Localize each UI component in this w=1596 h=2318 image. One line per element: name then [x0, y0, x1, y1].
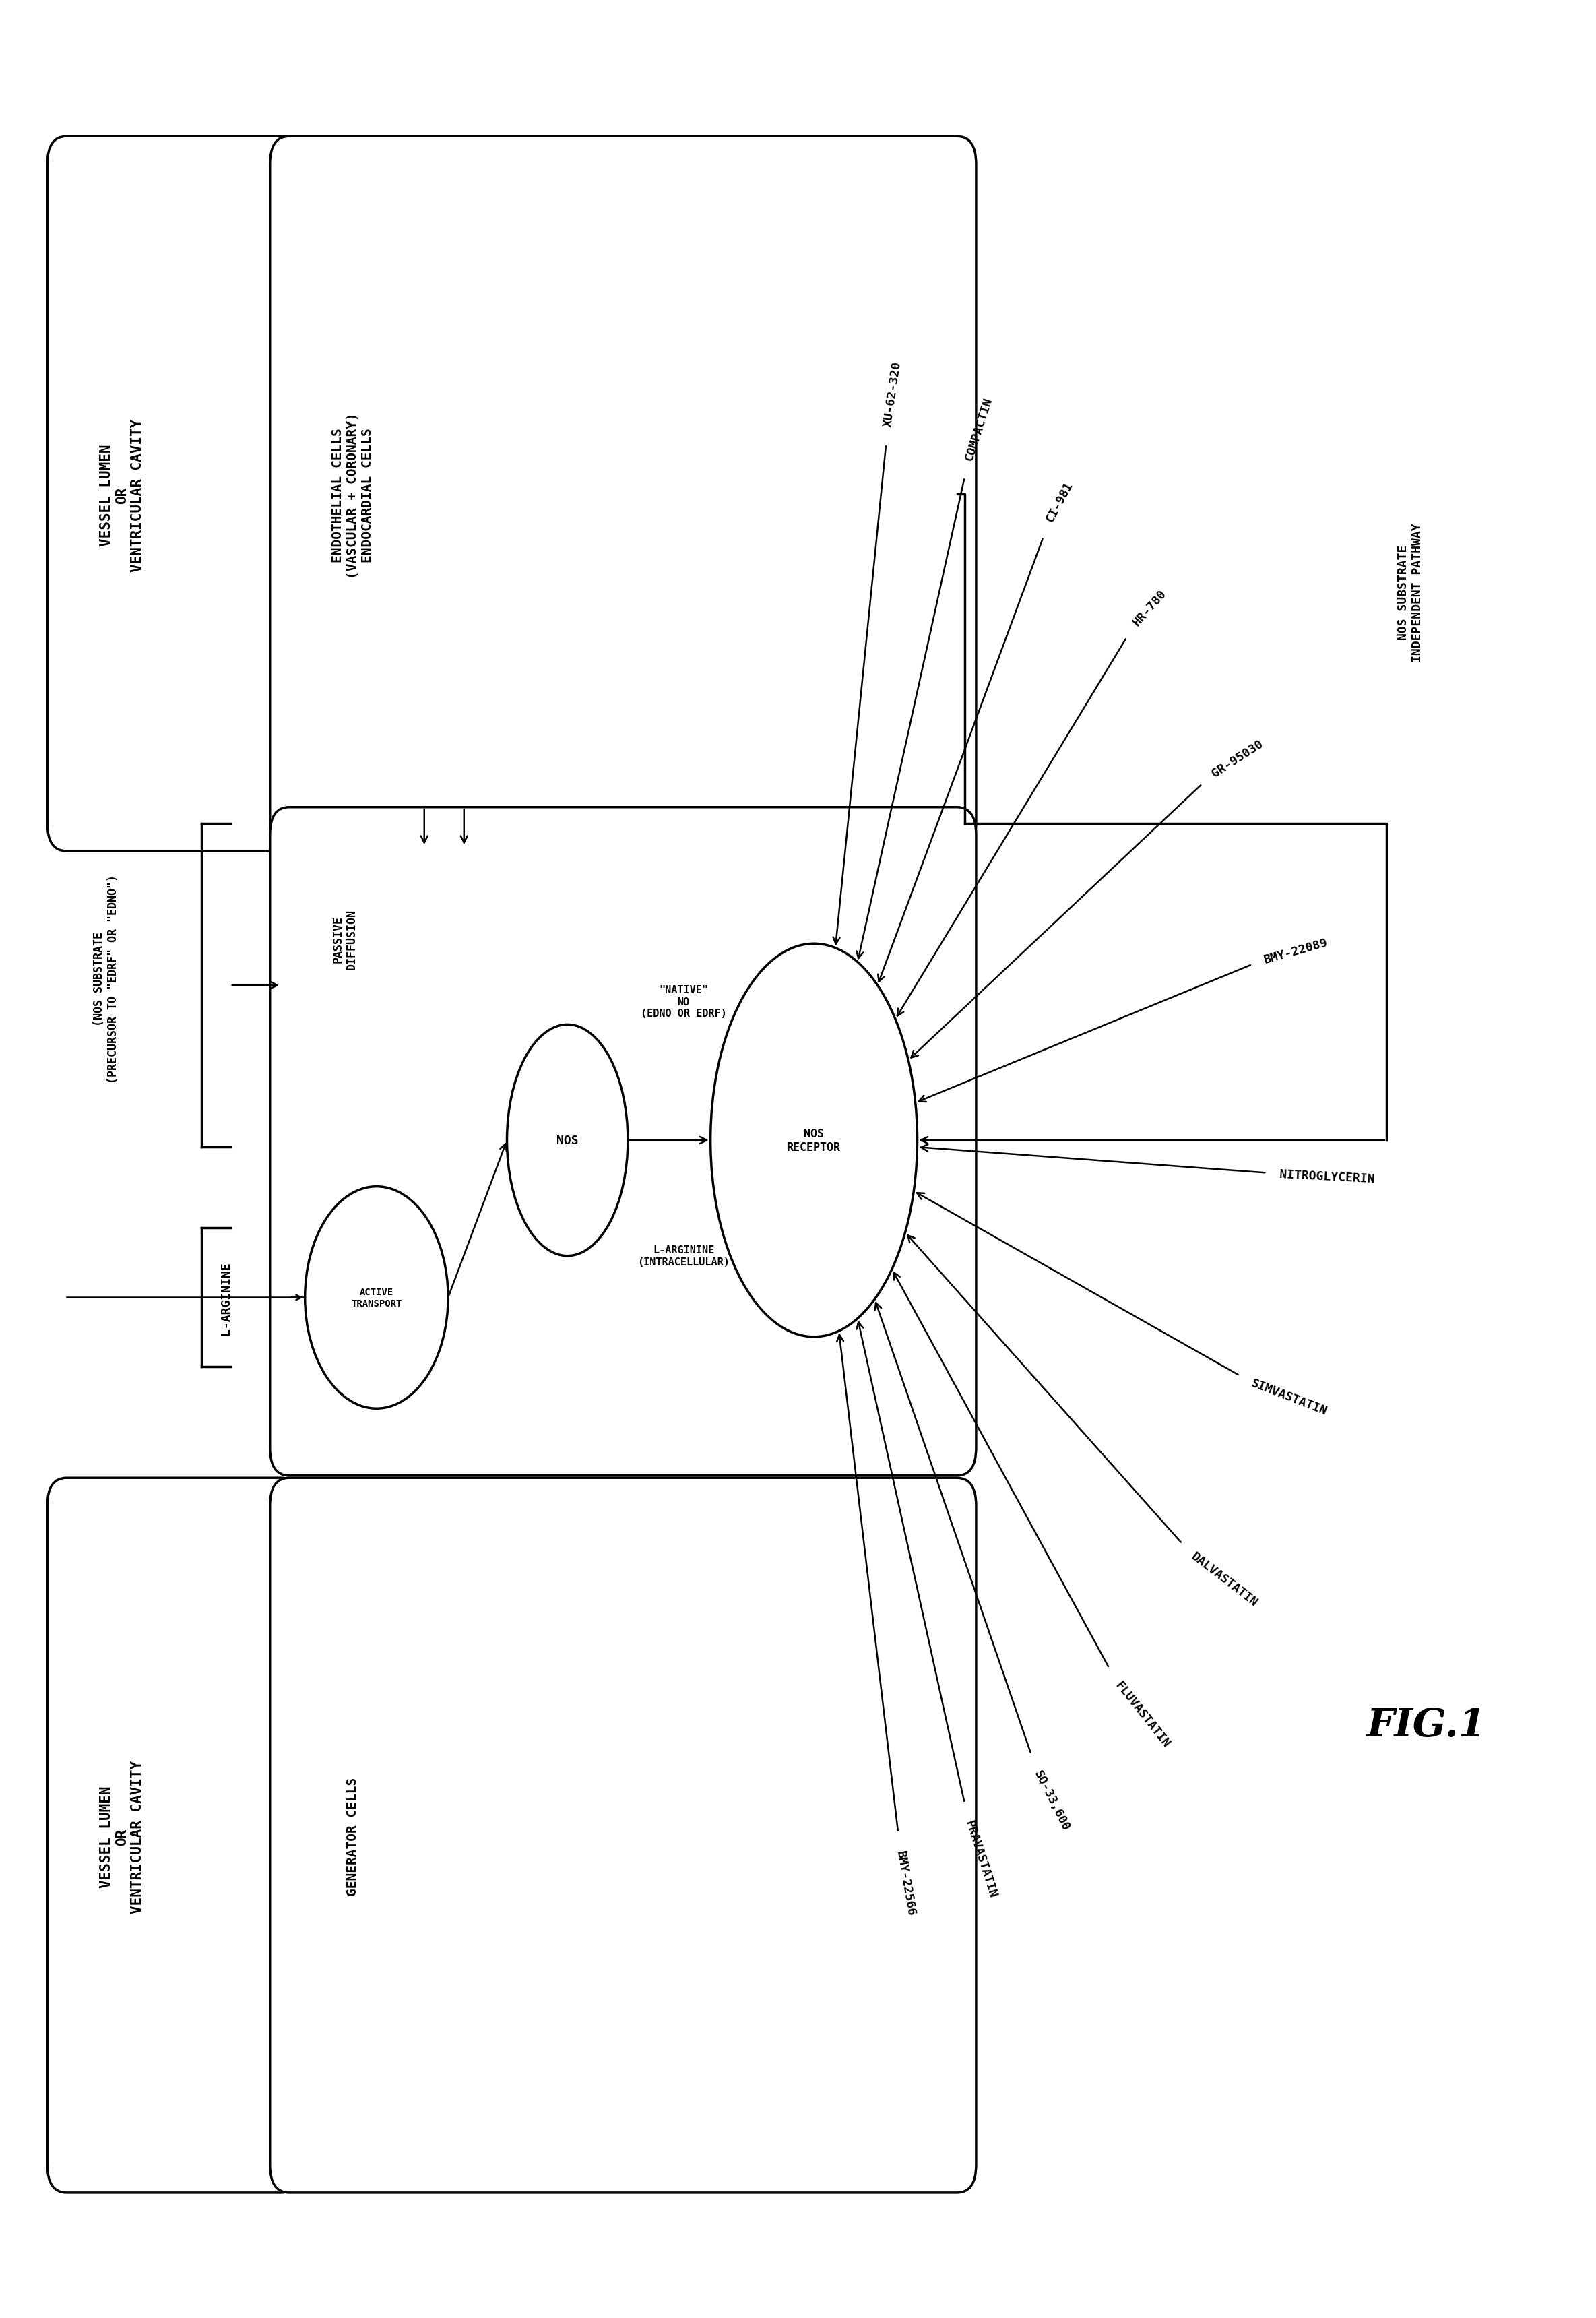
Text: GR-95030: GR-95030	[1210, 737, 1266, 779]
Text: FLUVASTATIN: FLUVASTATIN	[1112, 1678, 1171, 1750]
Text: FIG.1: FIG.1	[1366, 1706, 1486, 1745]
Ellipse shape	[508, 1025, 627, 1256]
Text: GENERATOR CELLS: GENERATOR CELLS	[346, 1778, 359, 1896]
Text: L-ARGININE
(INTRACELLULAR): L-ARGININE (INTRACELLULAR)	[637, 1245, 729, 1268]
Text: XU-62-320: XU-62-320	[883, 362, 903, 427]
Text: HR-780: HR-780	[1130, 586, 1168, 628]
Ellipse shape	[710, 943, 918, 1337]
Text: VESSEL LUMEN
OR
VENTRICULAR CAVITY: VESSEL LUMEN OR VENTRICULAR CAVITY	[99, 420, 145, 573]
FancyBboxPatch shape	[48, 137, 300, 851]
Text: PRAVASTATIN: PRAVASTATIN	[962, 1820, 999, 1898]
FancyBboxPatch shape	[48, 1479, 300, 2193]
FancyBboxPatch shape	[270, 1479, 977, 2193]
Text: COMPACTIN: COMPACTIN	[962, 396, 994, 461]
Text: L-ARGININE: L-ARGININE	[219, 1261, 231, 1335]
Text: PASSIVE
DIFFUSION: PASSIVE DIFFUSION	[332, 909, 358, 969]
Text: (NOS SUBSTRATE
(PRECURSOR TO "EDRF" OR "EDNO"): (NOS SUBSTRATE (PRECURSOR TO "EDRF" OR "…	[93, 874, 120, 1083]
FancyBboxPatch shape	[270, 137, 977, 851]
FancyBboxPatch shape	[270, 807, 977, 1477]
Text: NOS
RECEPTOR: NOS RECEPTOR	[787, 1127, 841, 1154]
Text: CI-981: CI-981	[1044, 480, 1076, 524]
Text: NITROGLYCERIN: NITROGLYCERIN	[1278, 1168, 1374, 1184]
Text: NOS: NOS	[557, 1134, 578, 1147]
Ellipse shape	[305, 1187, 448, 1409]
Text: NOS SUBSTRATE
INDEPENDENT PATHWAY: NOS SUBSTRATE INDEPENDENT PATHWAY	[1396, 524, 1424, 663]
Text: BMY-22089: BMY-22089	[1262, 936, 1329, 967]
Text: ACTIVE
TRANSPORT: ACTIVE TRANSPORT	[351, 1286, 402, 1307]
Text: VESSEL LUMEN
OR
VENTRICULAR CAVITY: VESSEL LUMEN OR VENTRICULAR CAVITY	[99, 1759, 145, 1912]
Text: SQ-33,600: SQ-33,600	[1031, 1769, 1073, 1834]
Text: RATE LIMITING: RATE LIMITING	[338, 1235, 351, 1324]
Text: ENDOTHELIAL CELLS
(VASCULAR + CORONARY)
ENDOCARDIAL CELLS: ENDOTHELIAL CELLS (VASCULAR + CORONARY) …	[332, 413, 373, 580]
Text: SIMVASTATIN: SIMVASTATIN	[1250, 1377, 1329, 1419]
Text: "NATIVE"
NO
(EDNO OR EDRF): "NATIVE" NO (EDNO OR EDRF)	[640, 985, 726, 1018]
Text: DALVASTATIN: DALVASTATIN	[1189, 1551, 1259, 1609]
Text: BMY-22566: BMY-22566	[894, 1850, 918, 1917]
